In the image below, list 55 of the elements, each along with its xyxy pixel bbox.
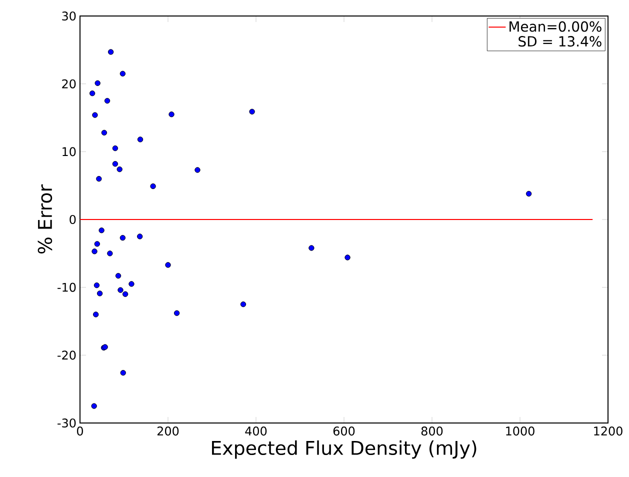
point [240,301,246,308]
point [168,112,174,118]
point [108,49,114,55]
y-tick-label: -20 [58,350,76,360]
y-tick-label: 20 [62,79,76,88]
point [128,281,134,287]
point [115,272,122,279]
y-tick-label: 30 [62,11,76,21]
point [94,80,100,86]
point [92,248,98,254]
point [94,241,100,247]
x-tick-label: 200 [157,426,179,436]
annotation: SD = 13.4% [518,36,602,47]
point [112,145,118,152]
x-tick-label: 800 [421,426,443,436]
point [120,370,126,376]
point [150,183,156,190]
y-tick-label: -10 [58,282,76,292]
point [120,70,126,77]
point [96,290,103,296]
point [89,90,96,96]
point [92,312,99,318]
point [118,287,124,293]
x-tick-label: 600 [333,426,355,436]
point [249,108,255,114]
y-tick-label: 0 [70,214,76,224]
y-tick-label: -30 [58,418,76,428]
x-axis-title: Expected Flux Density (mJy) [212,440,476,459]
x-tick-label: 0 [76,426,84,436]
point [136,234,143,240]
point [174,310,180,316]
point [107,250,113,256]
point [194,167,200,173]
point [526,190,532,197]
legend-label: Mean=0.00% [510,21,602,32]
point [165,262,171,268]
point [120,234,126,241]
point [92,112,98,118]
x-tick-label: 1000 [506,426,534,436]
point [308,245,314,251]
point [91,403,97,409]
point [122,291,128,297]
point [98,228,104,234]
point [116,166,122,172]
x-tick-label: 400 [245,426,267,436]
point [137,136,144,142]
point [104,98,110,104]
x-tick-label: 1200 [594,426,622,436]
point [96,176,102,182]
point [112,161,118,167]
point [94,282,100,288]
y-axis-title: % Error [38,184,52,254]
y-tick-label: 10 [62,147,76,156]
point [101,130,108,136]
point [344,254,350,260]
